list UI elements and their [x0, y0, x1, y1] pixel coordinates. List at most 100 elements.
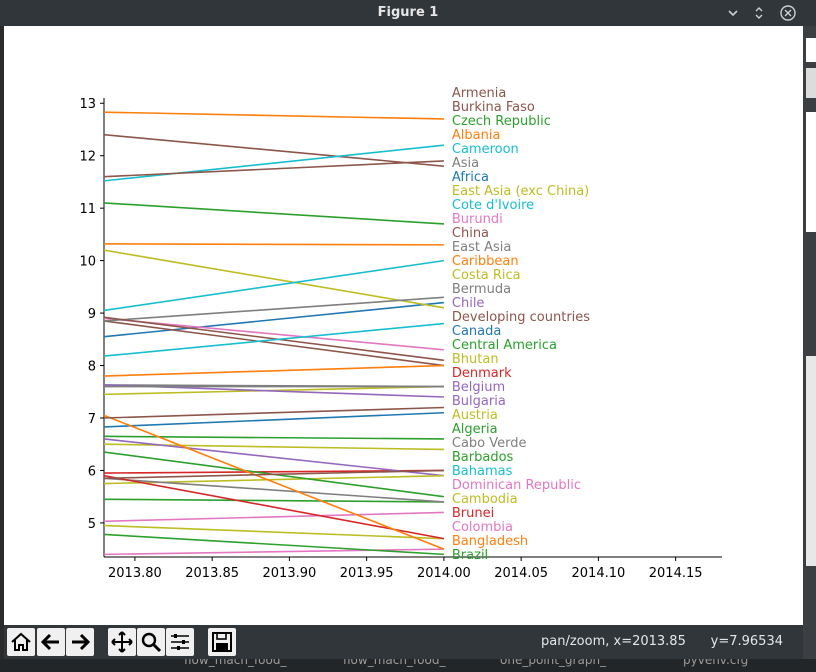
y-tick-label: 13 — [79, 97, 96, 112]
series-line — [103, 406, 444, 419]
series-line — [103, 477, 444, 503]
x-tick-label: 2013.90 — [263, 566, 317, 581]
series-end-label: Asia — [452, 156, 479, 171]
series-line — [103, 498, 444, 503]
series-end-label: Belgium — [452, 380, 505, 395]
series-line — [103, 249, 445, 309]
x-tick-label: 2013.85 — [185, 566, 239, 581]
series-end-label: Dominican Republic — [452, 478, 581, 493]
series-line — [103, 243, 444, 246]
figure-toolbar: pan/zoom, x=2013.85 y=7.96534 — [4, 625, 803, 659]
taskbar-item[interactable]: flow_mach_food_ — [343, 659, 446, 667]
taskbar: flow_mach_food_ flow_mach_food_ one_poin… — [0, 659, 816, 672]
series-end-label: Burkina Faso — [452, 100, 535, 115]
series-line — [103, 202, 444, 225]
series-end-label: Cambodia — [452, 492, 518, 507]
series-line — [103, 469, 444, 480]
series-end-label: Brazil — [452, 548, 488, 563]
series-line — [103, 259, 445, 312]
y-tick-label: 8 — [88, 360, 96, 375]
series-line — [103, 435, 444, 440]
series-line — [103, 533, 444, 556]
series-end-label: Canada — [452, 324, 501, 339]
series-end-label: Bulgaria — [452, 394, 506, 409]
series-line — [103, 322, 444, 357]
background-window-edge — [803, 26, 816, 672]
series-line — [103, 414, 445, 550]
line-chart[interactable]: 5 6 7 8 9 10 11 12 13 2013.80 2013.85 2013.90 2013.9… — [4, 26, 803, 625]
series-end-label: China — [452, 226, 489, 241]
series-line — [103, 320, 445, 367]
series-end-label: Burundi — [452, 212, 503, 227]
series-end-label: Austria — [452, 408, 498, 423]
forward-icon[interactable] — [66, 628, 94, 656]
series-end-label: Barbados — [452, 450, 514, 465]
series-line — [103, 548, 444, 556]
window-titlebar: Figure 1 — [0, 0, 816, 26]
y-tick-label: 12 — [79, 150, 96, 165]
series-end-label: Bhutan — [452, 352, 499, 367]
series-end-label: Bermuda — [452, 282, 511, 297]
series-line — [103, 469, 444, 474]
series-line — [103, 474, 445, 540]
series-end-label: Chile — [452, 296, 485, 311]
save-icon[interactable] — [208, 628, 236, 656]
zoom-icon[interactable] — [137, 628, 165, 656]
series-end-label: Armenia — [452, 86, 507, 101]
y-tick-label: 6 — [88, 464, 96, 479]
series-end-label: Brunei — [452, 506, 494, 521]
figure-canvas[interactable]: 5 6 7 8 9 10 11 12 13 2013.80 2013.85 2013.90 2013.9… — [4, 26, 803, 625]
series-end-label: Czech Republic — [452, 114, 551, 129]
cursor-readout: pan/zoom, x=2013.85 y=7.96534 — [541, 634, 783, 649]
x-tick-label: 2013.95 — [340, 566, 394, 581]
y-tick-label: 10 — [79, 255, 96, 270]
x-tick-label: 2014.00 — [417, 566, 471, 581]
taskbar-item[interactable]: one_point_graph_ — [500, 659, 607, 667]
configure-subplots-icon[interactable] — [166, 628, 194, 656]
y-text: y=7.96534 — [710, 634, 783, 649]
taskbar-item[interactable]: pyvenv.cfg — [683, 659, 749, 667]
pan-icon[interactable] — [108, 628, 136, 656]
series-line — [103, 301, 444, 338]
series-line — [103, 411, 444, 428]
home-icon[interactable] — [7, 628, 35, 656]
x-tick-label: 2014.15 — [649, 566, 703, 581]
taskbar-item[interactable]: flow_mach_food_ — [184, 659, 287, 667]
series-end-label: Caribbean — [452, 254, 519, 269]
window-title: Figure 1 — [377, 5, 439, 20]
mode-text: pan/zoom, x=2013.85 — [541, 634, 686, 649]
series-line — [103, 317, 444, 351]
series-line — [103, 296, 444, 322]
y-tick-label: 11 — [79, 202, 96, 217]
series-line — [103, 524, 444, 540]
close-icon[interactable] — [779, 4, 797, 22]
y-tick-label: 9 — [88, 307, 96, 322]
series-end-label: Costa Rica — [452, 268, 521, 283]
chevron-down-icon[interactable] — [724, 4, 742, 22]
series-end-label: Cameroon — [452, 142, 519, 157]
series-end-label: Albania — [452, 128, 501, 143]
y-tick-label: 5 — [88, 517, 96, 532]
series-end-label: Cote d'Ivoire — [452, 198, 534, 213]
series-line — [103, 438, 444, 477]
series-end-label: Africa — [452, 170, 489, 185]
series-end-label: East Asia — [452, 240, 511, 255]
series-end-label: Algeria — [452, 422, 498, 437]
series-line — [103, 364, 444, 377]
series-line — [103, 144, 444, 182]
series-end-label: Bahamas — [452, 464, 513, 479]
x-tick-label: 2014.05 — [494, 566, 548, 581]
series-line — [103, 316, 445, 362]
back-icon[interactable] — [37, 628, 65, 656]
series-line — [103, 160, 444, 178]
series-end-label: Developing countries — [452, 310, 590, 325]
series-end-label: Cabo Verde — [452, 436, 527, 451]
series-end-label: Bangladesh — [452, 534, 528, 549]
x-tick-label: 2013.80 — [108, 566, 162, 581]
series-line — [103, 111, 444, 120]
y-tick-label: 7 — [88, 412, 96, 427]
series-end-label: Central America — [452, 338, 557, 353]
series-line — [103, 133, 444, 167]
x-tick-label: 2014.10 — [572, 566, 626, 581]
restore-icon[interactable] — [750, 4, 768, 22]
